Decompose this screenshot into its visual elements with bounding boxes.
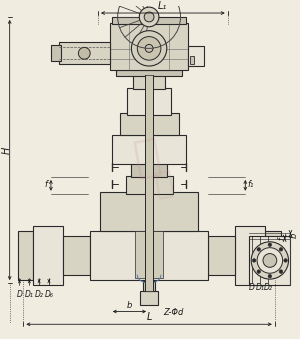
Text: 门: 门	[152, 168, 175, 200]
Bar	[143, 281, 155, 291]
Text: f: f	[277, 237, 286, 240]
Bar	[236, 226, 265, 285]
Circle shape	[279, 270, 283, 273]
Bar	[190, 56, 194, 64]
Text: D₁: D₁	[25, 290, 34, 299]
Text: D₆: D₆	[44, 290, 53, 299]
Circle shape	[284, 259, 287, 262]
Circle shape	[131, 31, 167, 66]
Bar	[63, 236, 90, 275]
Circle shape	[257, 247, 260, 251]
Circle shape	[263, 254, 277, 267]
Bar	[51, 45, 61, 61]
Bar	[140, 291, 158, 305]
Text: D₂: D₂	[35, 290, 44, 299]
Bar	[59, 42, 110, 64]
Bar	[131, 163, 167, 177]
Text: D: D	[249, 283, 255, 292]
Bar	[145, 75, 153, 291]
Bar	[188, 46, 204, 66]
Circle shape	[257, 248, 283, 273]
Circle shape	[144, 12, 154, 22]
Bar	[125, 176, 173, 194]
Text: D₁: D₁	[256, 283, 265, 292]
Circle shape	[268, 274, 272, 278]
Bar	[135, 231, 163, 278]
Text: b: b	[127, 301, 132, 310]
Text: L: L	[146, 312, 152, 322]
Circle shape	[78, 47, 90, 59]
Bar	[110, 23, 188, 70]
Circle shape	[139, 7, 159, 27]
Bar	[120, 113, 178, 135]
Bar	[17, 231, 33, 280]
Bar	[90, 231, 208, 280]
Circle shape	[251, 242, 289, 279]
Text: f: f	[44, 180, 47, 190]
Circle shape	[145, 44, 153, 52]
Bar	[112, 135, 186, 164]
Bar	[134, 74, 165, 88]
Circle shape	[268, 243, 272, 246]
Bar	[33, 226, 63, 285]
Bar	[128, 88, 171, 115]
Text: Z-Φd: Z-Φd	[164, 308, 184, 317]
Text: D: D	[16, 290, 22, 299]
Text: f₁: f₁	[247, 180, 254, 190]
Circle shape	[137, 37, 161, 60]
Text: L₁: L₁	[158, 1, 167, 11]
Bar	[208, 236, 236, 275]
Circle shape	[257, 270, 260, 273]
Text: D₂: D₂	[263, 283, 272, 292]
Circle shape	[279, 247, 283, 251]
Text: 阀: 阀	[130, 134, 164, 181]
Bar	[116, 70, 182, 76]
Text: b: b	[290, 232, 299, 238]
Bar	[100, 192, 198, 231]
Bar	[265, 231, 281, 280]
Bar	[249, 236, 290, 285]
Circle shape	[252, 259, 256, 262]
Bar	[112, 17, 186, 24]
Text: H: H	[2, 146, 12, 154]
